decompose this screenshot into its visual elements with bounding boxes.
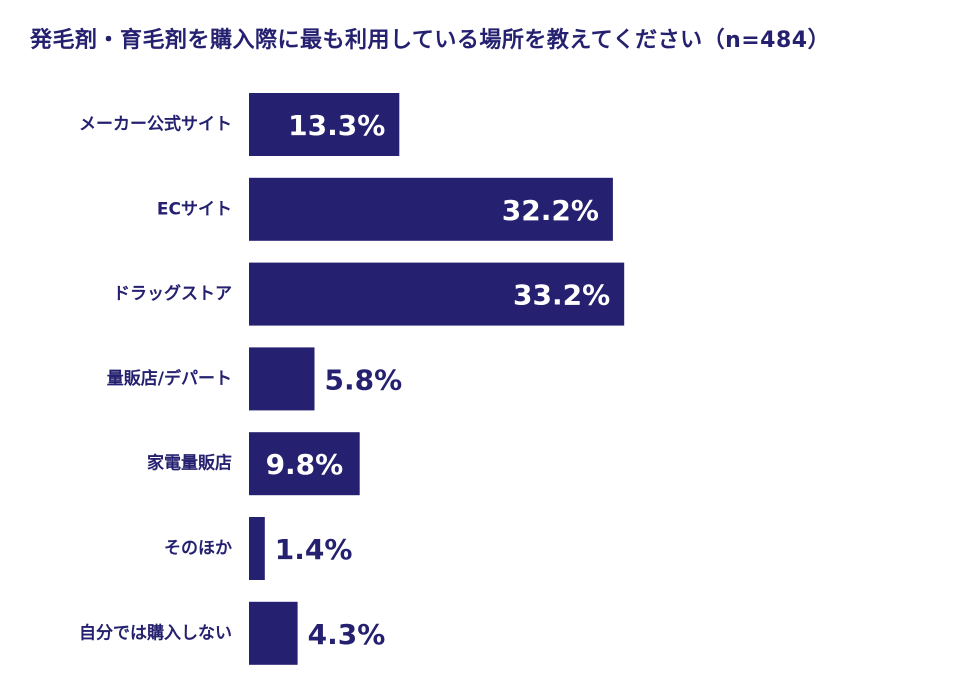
bar-6 (249, 517, 265, 580)
value-label-5: 9.8% (266, 448, 344, 481)
bar-1 (249, 93, 400, 156)
value-label-6: 1.4% (275, 533, 353, 566)
bar-4 (249, 347, 315, 411)
category-label-4: 量販店/デパート (107, 368, 232, 389)
value-label-1: 13.3% (288, 109, 385, 142)
bar-3 (249, 262, 625, 326)
value-label-3: 33.2% (513, 279, 610, 312)
value-label-4: 5.8% (325, 363, 403, 396)
bar-5 (249, 432, 360, 496)
value-label-7: 4.3% (308, 618, 386, 651)
category-label-2: ECサイト (157, 199, 232, 219)
category-label-3: ドラッグストア (113, 283, 232, 304)
chart-title: 発毛剤・育毛剤を購入際に最も利用している場所を教えてください（n=484） (30, 28, 831, 53)
value-label-2: 32.2% (502, 194, 599, 227)
category-label-5: 家電量販店 (147, 453, 232, 474)
category-label-6: そのほか (164, 539, 232, 559)
category-label-1: メーカー公式サイト (79, 114, 232, 135)
category-label-7: 自分では購入しない (79, 622, 232, 643)
bar-2 (249, 177, 613, 241)
bar-7 (249, 601, 298, 665)
